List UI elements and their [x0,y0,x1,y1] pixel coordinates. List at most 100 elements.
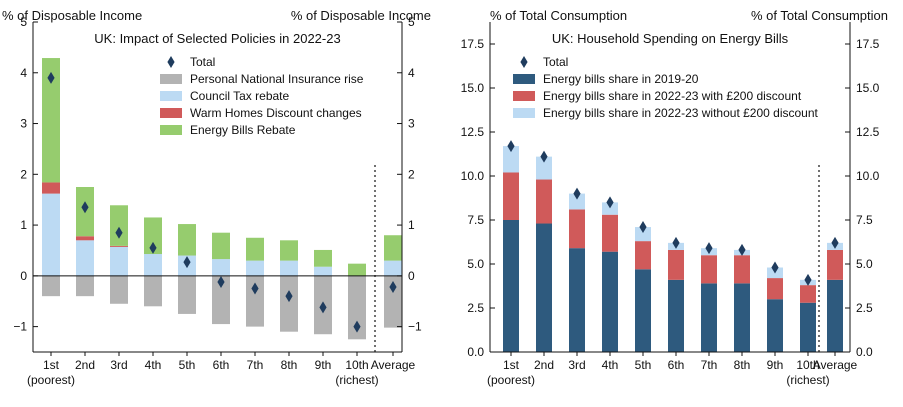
bar-energy-bills-share-in-2022-23-without-200-discount-5 [635,227,651,242]
bar-energy-bills-share-in-2019-20-9 [767,299,783,352]
x-tick-label: 4th [602,358,619,372]
y-tick-label-left: 17.5 [461,37,485,51]
y-axis-label-left: % of Disposable Income [2,8,142,23]
y-tick-label-right: 2 [408,167,415,181]
legend-label: Energy bills share in 2019-20 [543,72,699,86]
total-marker-5 [639,221,647,234]
bar-energy-bills-share-in-2022-23-with-200-discount-1 [503,172,519,220]
y-tick-label-right: 4 [408,66,415,80]
y-tick-label-right: −1 [408,320,422,334]
bar-council-tax-rebate-6 [212,259,230,276]
chart-title: UK: Impact of Selected Policies in 2022-… [94,31,340,46]
total-marker-3 [115,226,123,239]
legend-swatch-1 [513,74,535,84]
bar-energy-bills-share-in-2022-23-without-200-discount-1 [503,146,519,173]
bar-energy-bills-share-in-2019-20-3 [569,248,585,352]
legend-swatch-1 [160,74,182,84]
bar-warm-homes-discount-changes-2 [76,236,94,241]
legend-swatch-3 [160,108,182,118]
legend-swatch-3 [513,108,535,118]
chart-panel-2: % of Total Consumption % of Total Consump… [461,8,888,387]
bar-energy-bills-rebate-6 [212,232,230,260]
legend-label: Energy Bills Rebate [190,123,296,137]
bar-energy-bills-share-in-2022-23-with-200-discount-11 [827,249,843,280]
bar-council-tax-rebate-11 [384,260,402,276]
y-tick-label-right: 7.5 [856,213,873,227]
total-marker-11 [389,281,397,294]
bar-energy-bills-share-in-2019-20-11 [827,279,843,352]
chart-panel-1: % of Disposable Income % of Disposable In… [2,8,431,387]
bar-energy-bills-rebate-1 [42,58,60,183]
bar-personal-national-insurance-rise-8 [280,275,298,332]
total-marker-5 [183,256,191,269]
x-tick-label: 3rd [110,358,127,372]
x-tick-label: 8th [281,358,298,372]
x-tick-label: 6th [213,358,230,372]
x-tick-label: 7th [701,358,718,372]
bar-energy-bills-share-in-2019-20-1 [503,220,519,352]
x-tick-label: 6th [668,358,685,372]
legend-marker-total [520,56,528,68]
bar-energy-bills-share-in-2022-23-with-200-discount-6 [668,249,684,280]
bar-warm-homes-discount-changes-3 [110,245,128,247]
y-tick-label-right: 5 [408,15,415,29]
x-tick-label: 10th [796,358,819,372]
y-axis-label-right: % of Disposable Income [291,8,431,23]
x-tick-label: 4th [145,358,162,372]
bar-council-tax-rebate-3 [110,246,128,276]
bar-personal-national-insurance-rise-4 [144,275,162,307]
bar-personal-national-insurance-rise-3 [110,275,128,304]
total-marker-6 [672,236,680,249]
legend-swatch-2 [513,91,535,101]
bar-energy-bills-rebate-10 [348,263,366,276]
total-marker-6 [217,275,225,288]
bar-energy-bills-share-in-2022-23-with-200-discount-2 [536,179,552,224]
y-tick-label-left: 3 [20,117,27,131]
bar-personal-national-insurance-rise-11 [384,275,402,328]
x-tick-label: 1st [43,358,60,372]
y-tick-label-left: 12.5 [461,125,485,139]
y-tick-label-left: 2 [20,167,27,181]
total-marker-9 [319,301,327,314]
y-tick-label-right: 17.5 [856,37,880,51]
bar-energy-bills-share-in-2019-20-10 [800,302,816,352]
legend-label: Total [543,55,568,69]
bar-energy-bills-share-in-2022-23-with-200-discount-9 [767,278,783,300]
y-tick-label-left: 1 [20,218,27,232]
y-tick-label-left: 2.5 [467,301,484,315]
bar-energy-bills-rebate-3 [110,205,128,246]
bar-energy-bills-share-in-2022-23-with-200-discount-5 [635,241,651,270]
bar-personal-national-insurance-rise-2 [76,275,94,297]
legend: Total Energy bills share in 2019-20 Energy… [513,55,819,120]
y-tick-label-right: 15.0 [856,81,880,95]
x-tick-label: 2nd [534,358,554,372]
bar-energy-bills-share-in-2022-23-with-200-discount-4 [602,214,618,252]
bar-energy-bills-share-in-2019-20-5 [635,269,651,352]
x-tick-label: 5th [635,358,652,372]
bar-energy-bills-rebate-7 [246,237,264,261]
x-tick-label: 2nd [75,358,95,372]
bar-energy-bills-share-in-2019-20-8 [734,283,750,352]
y-tick-label-left: 10.0 [461,169,485,183]
legend-label: Warm Homes Discount changes [190,106,362,120]
bar-energy-bills-share-in-2019-20-2 [536,223,552,352]
y-axis-label-left: % of Total Consumption [490,8,627,23]
y-tick-label-left: 0.0 [467,345,484,359]
y-tick-label-right: 3 [408,117,415,131]
x-tick-label: 3rd [568,358,585,372]
total-marker-11 [831,236,839,249]
bar-personal-national-insurance-rise-5 [178,275,196,314]
chart-title: UK: Household Spending on Energy Bills [552,31,789,46]
x-tick-label: 7th [247,358,264,372]
bar-energy-bills-share-in-2019-20-6 [668,279,684,352]
legend-label: Energy bills share in 2022-23 with £200 … [543,89,802,103]
legend-label: Energy bills share in 2022-23 without £2… [543,106,819,120]
total-marker-2 [81,201,89,214]
bar-energy-bills-rebate-11 [384,235,402,261]
bar-personal-national-insurance-rise-6 [212,275,230,325]
bar-energy-bills-rebate-4 [144,217,162,255]
bar-personal-national-insurance-rise-10 [348,275,366,340]
x-tick-sublabel: (richest) [335,373,378,387]
bar-energy-bills-share-in-2022-23-with-200-discount-7 [701,255,717,284]
legend: Total Personal National Insurance rise Cou… [160,55,364,137]
